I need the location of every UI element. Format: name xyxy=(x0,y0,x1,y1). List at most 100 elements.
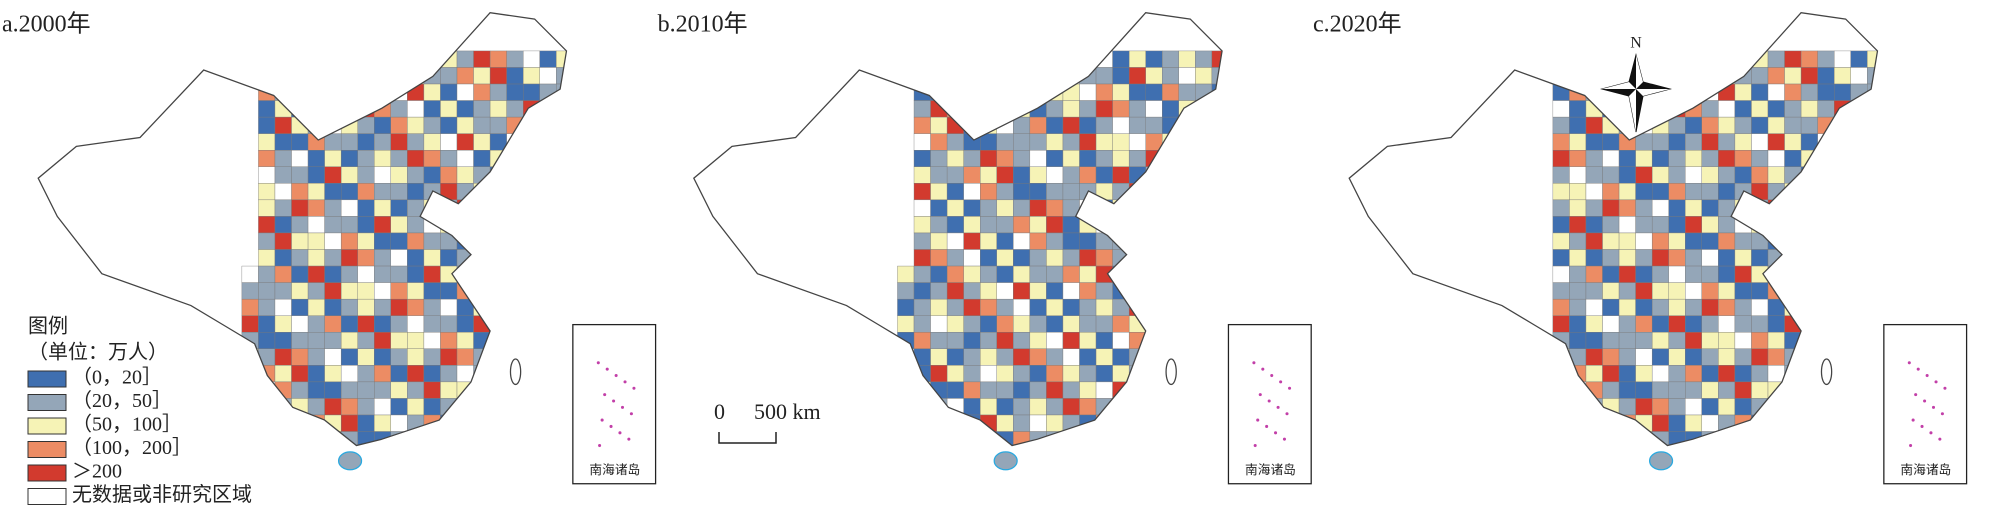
region xyxy=(1817,265,1835,283)
region xyxy=(1685,365,1703,383)
region xyxy=(1211,150,1223,167)
region xyxy=(1030,448,1047,465)
region xyxy=(457,448,474,465)
legend-title: 图例 xyxy=(28,315,68,338)
region xyxy=(1211,67,1223,85)
region xyxy=(1718,414,1736,432)
region xyxy=(1095,365,1113,383)
region xyxy=(374,100,392,118)
region xyxy=(407,332,425,349)
region xyxy=(1800,365,1818,383)
region xyxy=(324,232,342,250)
region xyxy=(291,381,309,399)
region xyxy=(523,83,540,101)
region xyxy=(1800,50,1818,68)
region xyxy=(897,414,915,432)
region xyxy=(1128,265,1146,283)
region xyxy=(324,265,342,283)
region xyxy=(556,265,567,283)
region xyxy=(1062,315,1080,333)
region xyxy=(1635,249,1653,267)
region xyxy=(1668,381,1686,399)
region xyxy=(1585,265,1603,283)
region xyxy=(1734,414,1752,432)
region xyxy=(1635,414,1653,432)
region xyxy=(1569,50,1587,68)
region xyxy=(1834,431,1851,446)
region xyxy=(241,348,259,366)
region xyxy=(556,414,567,432)
region xyxy=(897,398,915,416)
region xyxy=(473,414,491,432)
region xyxy=(1552,431,1570,446)
region xyxy=(357,332,375,349)
region xyxy=(1046,282,1064,300)
region xyxy=(258,348,276,366)
region xyxy=(1800,199,1818,217)
region xyxy=(1718,116,1736,134)
region xyxy=(980,431,997,446)
region xyxy=(1178,249,1196,267)
region xyxy=(539,67,557,85)
region xyxy=(963,348,981,366)
region xyxy=(996,348,1014,366)
region xyxy=(930,249,948,267)
region xyxy=(556,365,567,383)
region xyxy=(507,448,524,465)
region xyxy=(258,232,276,250)
region xyxy=(1112,216,1130,234)
region xyxy=(1602,150,1620,167)
region xyxy=(1095,249,1113,267)
region xyxy=(241,365,259,383)
region xyxy=(274,348,292,366)
region xyxy=(274,282,292,300)
region xyxy=(1569,67,1587,85)
region xyxy=(1062,133,1080,151)
region xyxy=(1602,298,1620,316)
region xyxy=(1817,431,1835,446)
region xyxy=(963,83,981,101)
region xyxy=(489,116,507,134)
region xyxy=(996,67,1014,85)
region xyxy=(274,332,292,349)
region xyxy=(1062,381,1080,399)
region xyxy=(307,100,325,118)
region xyxy=(1850,332,1868,349)
region xyxy=(1211,381,1223,399)
region xyxy=(963,365,981,383)
region xyxy=(1751,448,1768,465)
region xyxy=(1178,216,1196,234)
island xyxy=(1252,361,1256,365)
region xyxy=(440,381,458,399)
region xyxy=(1178,150,1196,167)
region xyxy=(440,348,458,366)
region xyxy=(1784,298,1802,316)
region xyxy=(1179,448,1196,465)
region xyxy=(1701,282,1719,300)
region xyxy=(307,50,325,68)
region xyxy=(913,67,931,85)
region xyxy=(1602,100,1620,118)
region xyxy=(1079,398,1097,416)
region xyxy=(1585,414,1603,432)
region xyxy=(1585,232,1603,250)
region xyxy=(490,448,507,465)
region xyxy=(307,414,325,432)
region xyxy=(407,249,425,267)
region xyxy=(390,249,408,267)
region xyxy=(1668,133,1686,151)
region xyxy=(1046,381,1064,399)
region xyxy=(1013,199,1031,217)
region xyxy=(556,398,567,416)
region xyxy=(1751,414,1769,432)
region xyxy=(1128,414,1146,432)
region xyxy=(473,398,491,416)
region xyxy=(1751,298,1769,316)
region xyxy=(324,150,342,167)
region xyxy=(1701,332,1719,349)
region xyxy=(340,365,358,383)
region xyxy=(1079,414,1097,432)
region xyxy=(291,67,309,85)
region xyxy=(963,398,981,416)
region xyxy=(1850,315,1868,333)
